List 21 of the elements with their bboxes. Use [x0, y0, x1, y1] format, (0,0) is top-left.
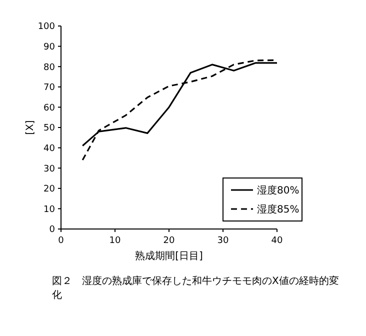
- x-tick-label: 40: [271, 236, 283, 246]
- y-tick-label: 20: [44, 184, 56, 195]
- y-tick-label: 50: [44, 124, 56, 134]
- y-tick-label: 70: [44, 83, 56, 94]
- y-axis-title: [X]: [25, 120, 36, 135]
- x-tick-label: 20: [163, 236, 175, 246]
- x-axis-title: 熟成期間[日目]: [135, 250, 203, 262]
- y-tick-label: 30: [44, 164, 56, 174]
- y-tick-label: 100: [38, 22, 56, 32]
- x-tick-label: 30: [217, 236, 229, 246]
- y-tick-label: 0: [49, 225, 56, 236]
- y-tick-label: 10: [44, 204, 56, 215]
- y-tick-label: 60: [44, 103, 56, 114]
- y-tick-label: 40: [44, 144, 56, 154]
- y-tick-label: 80: [44, 62, 56, 73]
- x-tick-label: 10: [109, 236, 121, 246]
- legend-label: 湿度85%: [257, 204, 300, 216]
- caption: 図２ 湿度の熟成庫で保存した和牛ウチモモ肉のX値の経時的変化: [52, 275, 339, 301]
- y-tick-label: 90: [44, 42, 56, 52]
- x-tick-label: 0: [58, 236, 64, 246]
- legend-label: 湿度80%: [257, 184, 300, 196]
